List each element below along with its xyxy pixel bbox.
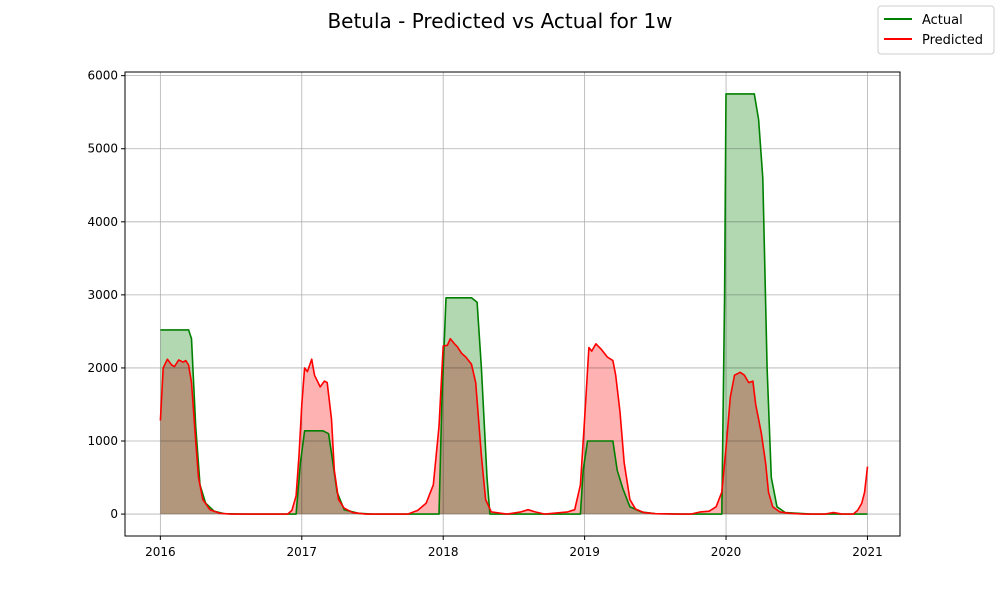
chart-title: Betula - Predicted vs Actual for 1w bbox=[327, 9, 672, 33]
y-tick-label: 6000 bbox=[87, 69, 118, 83]
x-tick-label: 2018 bbox=[428, 545, 459, 559]
y-tick-label: 0 bbox=[110, 507, 118, 521]
y-axis: 0 1000 2000 3000 4000 5000 6000 bbox=[87, 69, 125, 521]
x-tick-label: 2019 bbox=[569, 545, 600, 559]
grid-lines bbox=[125, 72, 900, 536]
series-area-actual bbox=[160, 93, 868, 515]
series-area-predicted bbox=[160, 338, 868, 515]
x-tick-label: 2017 bbox=[287, 545, 318, 559]
y-tick-label: 4000 bbox=[87, 215, 118, 229]
x-tick-label: 2020 bbox=[711, 545, 742, 559]
y-tick-label: 5000 bbox=[87, 142, 118, 156]
x-axis: 2016 2017 2018 2019 2020 2021 bbox=[145, 536, 883, 559]
legend: Actual Predicted bbox=[877, 5, 995, 55]
series-line-predicted bbox=[159, 337, 869, 515]
plot-frame bbox=[124, 71, 901, 537]
series-areas bbox=[160, 93, 868, 515]
y-tick-label: 2000 bbox=[87, 361, 118, 375]
y-tick-label: 1000 bbox=[87, 434, 118, 448]
series-lines bbox=[159, 93, 869, 515]
legend-label: Actual bbox=[922, 13, 963, 28]
x-tick-label: 2021 bbox=[852, 545, 883, 559]
x-tick-label: 2016 bbox=[145, 545, 176, 559]
y-tick-label: 3000 bbox=[87, 288, 118, 302]
legend-label: Predicted bbox=[922, 33, 983, 48]
